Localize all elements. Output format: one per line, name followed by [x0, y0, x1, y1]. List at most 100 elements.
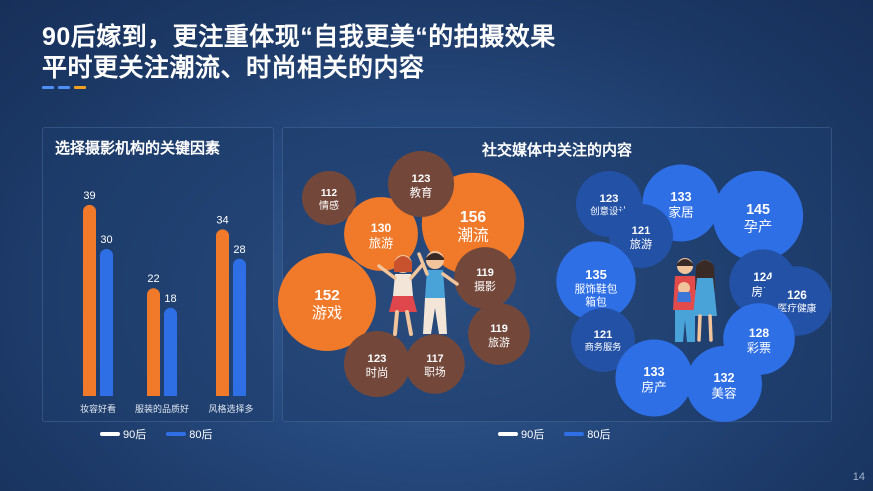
legend-item-90: 90后 [498, 426, 544, 442]
legend-label-80: 80后 [189, 429, 213, 441]
bubble-value: 133 [643, 365, 664, 379]
deco-dash-1 [42, 86, 54, 89]
bubble-value: 124 [753, 271, 773, 284]
legend-swatch-80 [564, 432, 585, 436]
bubble-label: 职场 [424, 366, 446, 379]
bar-value-label: 28 [233, 244, 245, 256]
bubble-label: 创意设计 [590, 205, 628, 216]
bubble-value: 152 [314, 287, 339, 304]
bubble-label: 潮流 [457, 227, 489, 245]
bar-value-label: 22 [147, 273, 159, 285]
bar-90-1 [147, 288, 160, 396]
bubble-label: 情感 [319, 199, 339, 212]
bubble-value: 121 [594, 329, 613, 341]
legend-swatch-80 [166, 432, 187, 436]
bar-80-1 [164, 307, 177, 396]
title-decoration [42, 86, 86, 89]
deco-dash-3 [74, 86, 86, 89]
bar-value-label: 18 [164, 293, 176, 305]
bubble-label: 箱包 [585, 295, 607, 308]
bubble-value: 119 [476, 267, 494, 279]
category-label: 服装的品质好 [135, 403, 189, 414]
category-label: 风格选择多 [208, 403, 253, 414]
bubble-value: 121 [632, 225, 651, 237]
bubble-label: 医疗健康 [778, 302, 817, 315]
bubble-circle [454, 247, 516, 309]
bubble-value: 123 [599, 193, 618, 205]
page-number: 14 [852, 471, 865, 483]
bar-value-label: 39 [83, 190, 95, 202]
legend-swatch-90 [100, 432, 120, 436]
legend-item-80: 80后 [564, 426, 611, 442]
bubble-circle [556, 241, 636, 321]
bubble-chart-legend: 90后 80后 [498, 426, 611, 442]
legend-label-90: 90后 [521, 429, 545, 441]
bubble-circle [609, 204, 673, 268]
deco-dash-2 [58, 86, 70, 89]
bubble-chart: 152游戏156潮流130旅游112情感123教育119摄影119旅游123时尚… [278, 150, 832, 422]
title-line-1: 90后嫁到，更注重体现“自我更美“的拍摄效果 [42, 23, 556, 51]
bubble-chart-panel: 社交媒体中关注的内容 152 游戏 156 潮流 130 旅游 112 情感 123 教育 119 摄… [278, 127, 832, 422]
bubble-label: 时尚 [366, 365, 389, 379]
bubble-circle [686, 346, 762, 422]
legend-swatch-90 [498, 432, 518, 436]
bubble-value: 135 [585, 267, 607, 282]
bubble-value: 112 [321, 188, 338, 199]
bubble-value: 119 [490, 323, 508, 335]
bubble-circle [615, 339, 693, 417]
young-couple-illustration [377, 251, 459, 336]
category-label: 妆容好看 [80, 403, 116, 414]
bubble-label: 房产 [641, 380, 666, 395]
legend-label-80: 80后 [587, 429, 611, 441]
bubble-label: 旅游 [630, 237, 652, 251]
legend-label-90: 90后 [123, 429, 147, 441]
family-illustration [673, 258, 717, 342]
bar-90-0 [83, 204, 96, 396]
bubble-value: 117 [426, 353, 443, 365]
title-line-2: 平时更关注潮流、时尚相关的内容 [42, 54, 425, 82]
bubble-label: 孕产 [744, 218, 773, 235]
bubble-circle [387, 150, 455, 218]
bubble-value: 156 [460, 209, 486, 226]
page-title: 90后嫁到，更注重体现“自我更美“的拍摄效果 平时更关注潮流、时尚相关的内容 [42, 22, 556, 84]
bubble-value: 128 [749, 326, 769, 340]
bubble-value: 123 [411, 173, 430, 185]
bubble-circle [343, 330, 411, 398]
bar-value-label: 30 [100, 234, 112, 246]
bubble-value: 123 [367, 353, 386, 365]
bubble-value: 133 [670, 190, 691, 204]
bubble-label: 旅游 [488, 335, 510, 349]
bar-chart-panel: 选择摄影机构的关键因素 39 30 妆容好看 22 18 服装的品质好 34 28 风格选择多 [42, 127, 274, 422]
bubble-chart-title: 社交媒体中关注的内容 [481, 142, 632, 159]
bubble-label: 家居 [668, 205, 693, 220]
bubble-circle [405, 334, 465, 394]
bubble-label: 美容 [711, 386, 737, 401]
bubble-circle [468, 303, 530, 365]
bubble-label: 服饰鞋包 [575, 283, 618, 296]
bubble-circle [302, 171, 356, 225]
bubble-value: 126 [787, 288, 807, 302]
bubble-label: 商务服务 [585, 341, 622, 352]
bar-chart-title: 选择摄影机构的关键因素 [55, 140, 221, 157]
bubble-value: 130 [371, 221, 392, 235]
bubble-circle [344, 197, 418, 271]
bar-90-2 [216, 229, 229, 396]
bubble-label: 摄影 [474, 279, 496, 293]
legend-item-80: 80后 [166, 426, 213, 442]
bar-chart-legend: 90后 80后 [100, 426, 213, 442]
bubble-value: 132 [713, 371, 734, 385]
bubble-value: 145 [746, 202, 770, 218]
legend-item-90: 90后 [100, 426, 146, 442]
